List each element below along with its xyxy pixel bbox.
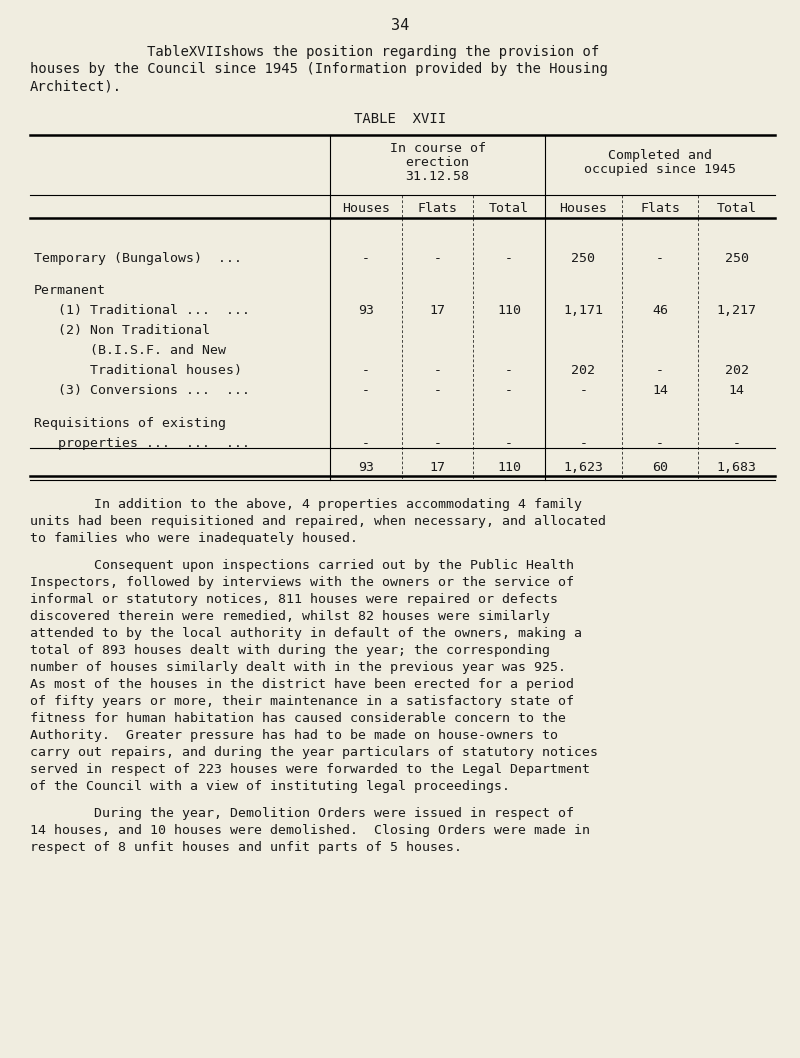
Text: Permanent: Permanent — [34, 285, 106, 297]
Text: Requisitions of existing: Requisitions of existing — [34, 417, 226, 431]
Text: 31.12.58: 31.12.58 — [406, 170, 470, 183]
Text: Consequent upon inspections carried out by the Public Health: Consequent upon inspections carried out … — [30, 560, 574, 572]
Text: During the year, Demolition Orders were issued in respect of: During the year, Demolition Orders were … — [30, 807, 574, 821]
Text: served in respect of 223 houses were forwarded to the Legal Department: served in respect of 223 houses were for… — [30, 763, 590, 777]
Text: 110: 110 — [497, 461, 521, 474]
Text: Temporary (Bungalows)  ...: Temporary (Bungalows) ... — [34, 252, 242, 264]
Text: 1,171: 1,171 — [563, 305, 603, 317]
Text: -: - — [362, 437, 370, 450]
Text: -: - — [579, 437, 587, 450]
Text: -: - — [656, 437, 664, 450]
Text: number of houses similarly dealt with in the previous year was 925.: number of houses similarly dealt with in… — [30, 661, 566, 674]
Text: -: - — [579, 384, 587, 398]
Text: As most of the houses in the district have been erected for a period: As most of the houses in the district ha… — [30, 678, 574, 691]
Text: occupied since 1945: occupied since 1945 — [584, 163, 736, 176]
Text: erection: erection — [406, 156, 470, 169]
Text: Houses: Houses — [559, 202, 607, 215]
Text: -: - — [656, 252, 664, 264]
Text: Total: Total — [489, 202, 529, 215]
Text: 1,217: 1,217 — [717, 305, 757, 317]
Text: -: - — [434, 364, 442, 378]
Text: -: - — [505, 437, 513, 450]
Text: Flats: Flats — [418, 202, 458, 215]
Text: Traditional houses): Traditional houses) — [34, 364, 242, 378]
Text: 202: 202 — [725, 364, 749, 378]
Text: 60: 60 — [652, 461, 668, 474]
Text: -: - — [505, 364, 513, 378]
Text: (3) Conversions ...  ...: (3) Conversions ... ... — [34, 384, 250, 398]
Text: -: - — [505, 384, 513, 398]
Text: 93: 93 — [358, 305, 374, 317]
Text: -: - — [362, 364, 370, 378]
Text: -: - — [505, 252, 513, 264]
Text: 14: 14 — [729, 384, 745, 398]
Text: units had been requisitioned and repaired, when necessary, and allocated: units had been requisitioned and repaire… — [30, 515, 606, 528]
Text: In addition to the above, 4 properties accommodating 4 family: In addition to the above, 4 properties a… — [30, 498, 582, 511]
Text: 34: 34 — [391, 18, 409, 33]
Text: respect of 8 unfit houses and unfit parts of 5 houses.: respect of 8 unfit houses and unfit part… — [30, 841, 462, 855]
Text: discovered therein were remedied, whilst 82 houses were similarly: discovered therein were remedied, whilst… — [30, 610, 550, 623]
Text: -: - — [362, 384, 370, 398]
Text: attended to by the local authority in default of the owners, making a: attended to by the local authority in de… — [30, 627, 582, 640]
Text: 1,683: 1,683 — [717, 461, 757, 474]
Text: -: - — [434, 384, 442, 398]
Text: properties ...  ...  ...: properties ... ... ... — [34, 437, 250, 450]
Text: -: - — [362, 252, 370, 264]
Text: TABLE  XVII: TABLE XVII — [354, 112, 446, 126]
Text: Completed and: Completed and — [608, 149, 712, 162]
Text: 1,623: 1,623 — [563, 461, 603, 474]
Text: fitness for human habitation has caused considerable concern to the: fitness for human habitation has caused … — [30, 712, 566, 726]
Text: (B.I.S.F. and New: (B.I.S.F. and New — [34, 345, 226, 358]
Text: Inspectors, followed by interviews with the owners or the service of: Inspectors, followed by interviews with … — [30, 577, 574, 589]
Text: Total: Total — [717, 202, 757, 215]
Text: to families who were inadequately housed.: to families who were inadequately housed… — [30, 532, 358, 545]
Text: 17: 17 — [430, 305, 446, 317]
Text: houses by the Council since 1945 (Information provided by the Housing: houses by the Council since 1945 (Inform… — [30, 62, 608, 76]
Text: of the Council with a view of instituting legal proceedings.: of the Council with a view of institutin… — [30, 781, 510, 794]
Text: of fifty years or more, their maintenance in a satisfactory state of: of fifty years or more, their maintenanc… — [30, 695, 574, 708]
Text: 202: 202 — [571, 364, 595, 378]
Text: 250: 250 — [725, 252, 749, 264]
Text: (2) Non Traditional: (2) Non Traditional — [34, 325, 210, 338]
Text: Authority.  Greater pressure has had to be made on house-owners to: Authority. Greater pressure has had to b… — [30, 729, 558, 743]
Text: TableXVIIshows the position regarding the provision of: TableXVIIshows the position regarding th… — [80, 45, 599, 59]
Text: -: - — [434, 437, 442, 450]
Text: Architect).: Architect). — [30, 79, 122, 93]
Text: 17: 17 — [430, 461, 446, 474]
Text: 250: 250 — [571, 252, 595, 264]
Text: informal or statutory notices, 811 houses were repaired or defects: informal or statutory notices, 811 house… — [30, 594, 558, 606]
Text: 110: 110 — [497, 305, 521, 317]
Text: Houses: Houses — [342, 202, 390, 215]
Text: 14 houses, and 10 houses were demolished.  Closing Orders were made in: 14 houses, and 10 houses were demolished… — [30, 824, 590, 838]
Text: 46: 46 — [652, 305, 668, 317]
Text: -: - — [434, 252, 442, 264]
Text: Flats: Flats — [640, 202, 680, 215]
Text: total of 893 houses dealt with during the year; the corresponding: total of 893 houses dealt with during th… — [30, 644, 550, 657]
Text: -: - — [656, 364, 664, 378]
Text: 14: 14 — [652, 384, 668, 398]
Text: In course of: In course of — [390, 142, 486, 156]
Text: carry out repairs, and during the year particulars of statutory notices: carry out repairs, and during the year p… — [30, 746, 598, 760]
Text: 93: 93 — [358, 461, 374, 474]
Text: (1) Traditional ...  ...: (1) Traditional ... ... — [34, 305, 250, 317]
Text: -: - — [733, 437, 741, 450]
